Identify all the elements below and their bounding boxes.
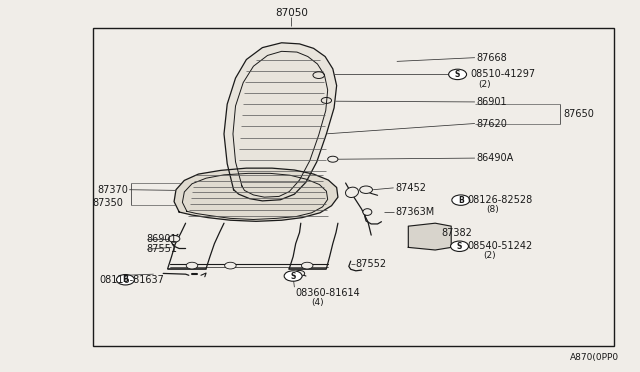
Text: (2): (2) xyxy=(483,251,496,260)
Circle shape xyxy=(294,270,305,276)
Circle shape xyxy=(301,262,313,269)
Text: 86490A: 86490A xyxy=(477,153,514,163)
Circle shape xyxy=(116,275,134,285)
Circle shape xyxy=(284,271,302,281)
Text: B: B xyxy=(123,275,128,284)
Text: 87668: 87668 xyxy=(477,53,508,62)
Text: 87552: 87552 xyxy=(356,259,387,269)
Text: B: B xyxy=(458,196,463,205)
Circle shape xyxy=(451,241,468,251)
Text: 08126-82528: 08126-82528 xyxy=(467,195,532,205)
Circle shape xyxy=(328,156,338,162)
Circle shape xyxy=(186,262,198,269)
Text: 87452: 87452 xyxy=(396,183,426,193)
Text: S: S xyxy=(455,70,460,79)
Circle shape xyxy=(449,69,467,80)
Circle shape xyxy=(360,186,372,193)
Text: 08540-51242: 08540-51242 xyxy=(467,241,532,250)
Text: 87050: 87050 xyxy=(275,8,308,18)
Ellipse shape xyxy=(363,209,372,215)
Polygon shape xyxy=(224,43,337,201)
Text: 87551: 87551 xyxy=(146,244,177,254)
Text: A870(0PP0: A870(0PP0 xyxy=(570,353,619,362)
Text: 87363M: 87363M xyxy=(396,207,435,217)
Text: (4): (4) xyxy=(312,298,324,307)
Circle shape xyxy=(225,262,236,269)
Text: 86901: 86901 xyxy=(146,234,177,244)
Text: 08360-81614: 08360-81614 xyxy=(296,288,360,298)
Text: 86901: 86901 xyxy=(477,97,508,107)
Bar xyxy=(93,28,614,346)
Text: S: S xyxy=(291,272,296,280)
Text: (8): (8) xyxy=(486,205,499,214)
Text: 87382: 87382 xyxy=(442,228,472,237)
Text: S: S xyxy=(457,242,462,251)
Polygon shape xyxy=(174,168,338,221)
Text: 87370: 87370 xyxy=(97,185,128,195)
Text: 87620: 87620 xyxy=(477,119,508,128)
Circle shape xyxy=(452,195,470,205)
Text: 08116-81637: 08116-81637 xyxy=(99,275,164,285)
Circle shape xyxy=(168,235,180,242)
Text: 08510-41297: 08510-41297 xyxy=(470,70,536,79)
Text: (2): (2) xyxy=(479,80,492,89)
Polygon shape xyxy=(408,223,451,250)
Text: 87350: 87350 xyxy=(93,199,124,208)
Text: 87650: 87650 xyxy=(563,109,594,119)
Ellipse shape xyxy=(346,187,358,198)
